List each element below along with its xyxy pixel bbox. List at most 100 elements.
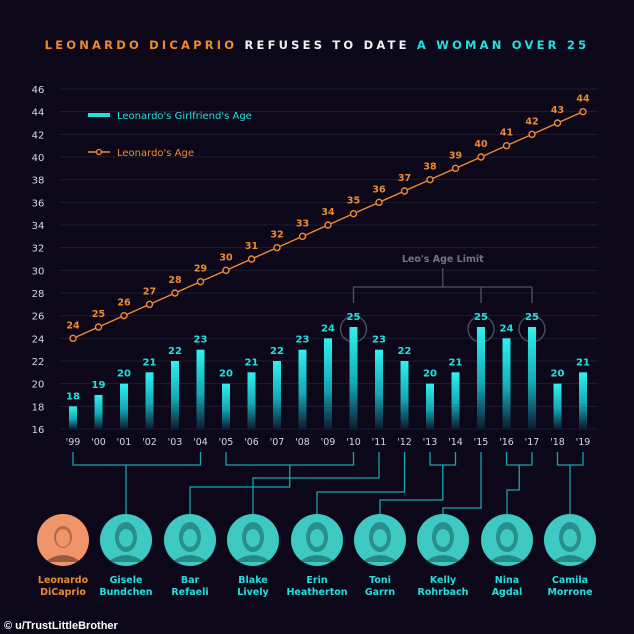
person-name-line2: Bundchen bbox=[99, 587, 152, 598]
shoulders-shape bbox=[108, 555, 144, 562]
leo-age-point bbox=[222, 266, 230, 275]
shoulders-shape bbox=[45, 555, 81, 562]
x-tick-label: '19 bbox=[576, 437, 591, 448]
person-name-line2: Agdal bbox=[492, 587, 523, 598]
leo-age-label: 43 bbox=[551, 105, 564, 116]
leo-age-label: 25 bbox=[92, 309, 105, 320]
bar-value-label: 22 bbox=[398, 346, 412, 357]
leo-age-point bbox=[171, 289, 179, 297]
year-bracket-connector bbox=[379, 452, 457, 514]
x-tick-label: '99 bbox=[66, 437, 81, 448]
year-bracket-connector bbox=[189, 452, 355, 514]
bar-value-label: 21 bbox=[576, 357, 590, 368]
person-name-line1: Bar bbox=[181, 575, 200, 586]
girlfriend-age-bar bbox=[349, 327, 358, 429]
girlfriend-age-bar bbox=[120, 383, 128, 429]
bar-value-label: 23 bbox=[372, 335, 386, 346]
bar-value-label: 25 bbox=[347, 312, 361, 323]
shoulders-shape bbox=[362, 555, 398, 562]
leo-age-point bbox=[196, 277, 205, 286]
year-bracket-connector bbox=[556, 452, 584, 514]
year-bracket-connector bbox=[442, 452, 482, 514]
y-tick-label: 28 bbox=[32, 289, 45, 300]
leo-age-point bbox=[426, 175, 434, 184]
person-name-line2: Heatherton bbox=[286, 587, 347, 598]
year-bracket-connector bbox=[505, 452, 533, 514]
y-tick-label: 36 bbox=[32, 198, 45, 209]
title-middle: REFUSES TO DATE bbox=[237, 38, 417, 52]
x-tick-label: '10 bbox=[346, 437, 361, 448]
shoulders-shape bbox=[489, 555, 525, 562]
x-tick-label: '00 bbox=[91, 437, 106, 448]
shoulders-shape bbox=[235, 555, 271, 562]
girlfriend-age-bar bbox=[298, 349, 307, 429]
bar-value-label: 21 bbox=[143, 357, 157, 368]
girlfriend-age-bar bbox=[145, 372, 154, 429]
leo-age-label: 35 bbox=[347, 196, 360, 207]
leo-age-point bbox=[400, 187, 409, 195]
x-tick-label: '05 bbox=[219, 437, 234, 448]
bar-value-label: 20 bbox=[423, 369, 437, 380]
leo-age-point bbox=[477, 153, 485, 161]
leo-age-point bbox=[273, 243, 281, 252]
person-name-line1: Leonardo bbox=[38, 575, 89, 586]
y-tick-label: 18 bbox=[32, 402, 45, 413]
person-name-line2: Morrone bbox=[547, 587, 592, 598]
legend-bar-swatch bbox=[88, 113, 110, 117]
leo-age-point bbox=[69, 334, 77, 343]
shoulders-shape bbox=[552, 555, 588, 562]
x-tick-label: '14 bbox=[448, 437, 463, 448]
person-name-line2: Garrn bbox=[365, 587, 396, 598]
person-name-line2: Lively bbox=[237, 587, 269, 598]
face-shape bbox=[436, 529, 450, 547]
leo-age-label: 36 bbox=[372, 184, 386, 195]
face-shape bbox=[119, 529, 133, 547]
leo-age-point bbox=[120, 311, 128, 320]
y-tick-label: 40 bbox=[32, 153, 45, 164]
leo-age-label: 37 bbox=[398, 173, 411, 184]
y-tick-label: 46 bbox=[32, 85, 45, 96]
person-name-line1: Erin bbox=[306, 575, 327, 586]
year-bracket-connector bbox=[316, 452, 406, 514]
x-tick-label: '04 bbox=[193, 437, 208, 448]
leo-age-point bbox=[579, 107, 587, 116]
leo-age-label: 38 bbox=[423, 162, 437, 173]
bar-value-label: 23 bbox=[296, 335, 310, 346]
y-tick-label: 22 bbox=[32, 357, 45, 368]
leo-age-label: 33 bbox=[296, 218, 309, 229]
girlfriend-age-bar bbox=[375, 349, 383, 429]
legend-girlfriend-label: Leonardo's Girlfriend's Age bbox=[117, 111, 252, 122]
leo-age-point bbox=[375, 198, 383, 207]
y-tick-label: 30 bbox=[32, 266, 45, 277]
legend-line-marker bbox=[95, 148, 103, 156]
title-leo: LEONARDO DICAPRIO bbox=[44, 38, 238, 52]
leo-age-label: 40 bbox=[474, 139, 488, 150]
bar-value-label: 22 bbox=[270, 346, 284, 357]
x-tick-label: '18 bbox=[550, 437, 565, 448]
leo-age-label: 26 bbox=[117, 298, 131, 309]
leo-age-label: 32 bbox=[270, 230, 283, 241]
leo-age-point bbox=[553, 119, 562, 127]
leo-age-point bbox=[247, 255, 256, 263]
leo-age-point bbox=[528, 130, 536, 139]
person-name-line2: Refaeli bbox=[171, 587, 208, 598]
y-tick-label: 20 bbox=[32, 380, 45, 391]
leo-age-label: 28 bbox=[168, 275, 182, 286]
girlfriend-age-bar bbox=[579, 372, 587, 429]
leo-age-label: 31 bbox=[245, 241, 258, 252]
girlfriend-age-bar bbox=[502, 338, 511, 429]
person-name-line1: Kelly bbox=[430, 575, 457, 586]
face-shape bbox=[310, 529, 324, 547]
year-bracket-connector bbox=[72, 452, 202, 514]
bar-value-label: 24 bbox=[500, 323, 514, 334]
girlfriend-age-bar bbox=[247, 372, 256, 429]
y-tick-label: 24 bbox=[32, 334, 45, 345]
person-name-line1: Toni bbox=[369, 575, 391, 586]
x-tick-label: '01 bbox=[117, 437, 132, 448]
leo-age-point bbox=[145, 300, 154, 309]
